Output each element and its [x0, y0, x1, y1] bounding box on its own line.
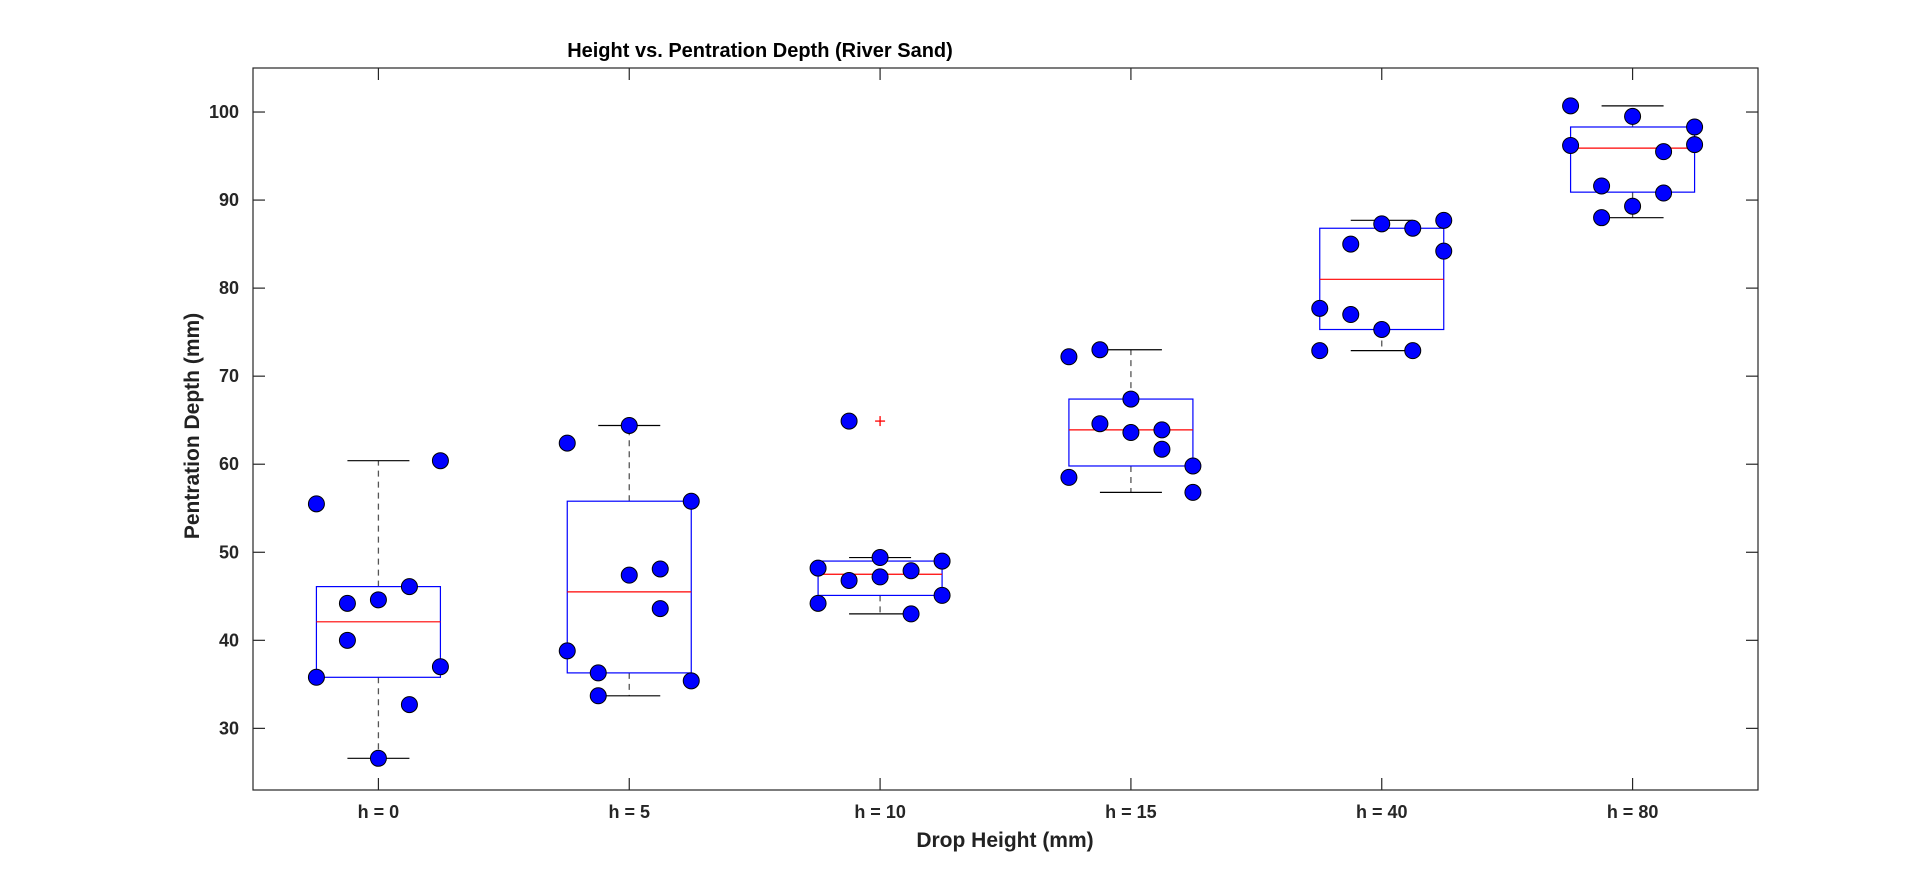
data-point [840, 571, 858, 589]
data-point [871, 568, 889, 586]
y-axis-label: Pentration Depth (mm) [181, 313, 204, 539]
x-tick-label: h = 0 [358, 802, 400, 822]
y-tick-label: 30 [219, 718, 239, 738]
data-point [431, 452, 449, 470]
y-tick-label: 80 [219, 278, 239, 298]
y-tick-label: 40 [219, 630, 239, 650]
plot-area [307, 97, 1704, 767]
data-point [809, 559, 827, 577]
data-point [933, 586, 951, 604]
x-tick-label: h = 5 [608, 802, 650, 822]
y-tick-label: 100 [209, 102, 239, 122]
box-group-2 [566, 424, 692, 697]
data-point [651, 560, 669, 578]
x-axis-label: Drop Height (mm) [916, 829, 1093, 852]
y-tick-label: 70 [219, 366, 239, 386]
data-point [1153, 440, 1171, 458]
data-point [809, 594, 827, 612]
data-point [933, 552, 951, 570]
data-point [620, 566, 638, 584]
data-point [1184, 457, 1202, 475]
data-point [682, 492, 700, 510]
data-point [1342, 235, 1360, 253]
data-point [400, 578, 418, 596]
iqr-box [566, 500, 692, 674]
plot-frame [252, 67, 1759, 791]
data-point [1593, 177, 1611, 195]
data-point [369, 591, 387, 609]
data-point [902, 562, 920, 580]
data-point [1122, 390, 1140, 408]
data-point [1562, 97, 1580, 115]
data-point [369, 749, 387, 767]
data-point [1435, 211, 1453, 229]
data-point [1060, 468, 1078, 486]
x-tick-label: h = 40 [1356, 802, 1408, 822]
axes: 30 40 50 60 70 80 90 100 h = 0 h = 5 h = 10 h = 15 h… [209, 67, 1759, 822]
data-point [307, 495, 325, 513]
data-point [902, 605, 920, 623]
data-point [620, 416, 638, 434]
data-point [589, 664, 607, 682]
data-point [307, 668, 325, 686]
data-point [682, 672, 700, 690]
data-point [1373, 215, 1391, 233]
data-point [558, 642, 576, 660]
data-point [1655, 184, 1673, 202]
x-tick-label: h = 10 [854, 802, 906, 822]
chart-title: Height vs. Pentration Depth (River Sand) [567, 40, 953, 62]
data-point [1184, 483, 1202, 501]
data-point [589, 687, 607, 705]
data-point [1686, 136, 1704, 154]
data-point [1686, 118, 1704, 136]
data-point [1153, 421, 1171, 439]
data-point [1624, 197, 1642, 215]
data-point [651, 600, 669, 618]
y-tick-label: 50 [219, 542, 239, 562]
outlier-marker [875, 416, 886, 427]
data-point [431, 658, 449, 676]
data-point [1593, 209, 1611, 227]
data-point [338, 631, 356, 649]
iqr-box [1569, 126, 1696, 193]
data-point [1624, 107, 1642, 125]
data-point [1311, 299, 1329, 317]
x-tick-label: h = 15 [1105, 802, 1157, 822]
data-point [1435, 242, 1453, 260]
data-point [1562, 136, 1580, 154]
box-group-1 [315, 460, 442, 759]
data-point [1655, 143, 1673, 161]
x-tick-label: h = 80 [1607, 802, 1659, 822]
data-point [1404, 219, 1422, 237]
data-point [1373, 321, 1391, 339]
iqr-box [315, 586, 442, 678]
data-point [1122, 424, 1140, 442]
data-point [1060, 348, 1078, 366]
data-point [558, 434, 576, 452]
data-point [1342, 306, 1360, 324]
data-point [338, 594, 356, 612]
data-point [840, 412, 858, 430]
y-tick-label: 90 [219, 190, 239, 210]
data-point [1404, 342, 1422, 360]
y-tick-label: 60 [219, 454, 239, 474]
data-point [1091, 415, 1109, 433]
data-point [871, 549, 889, 567]
data-point [400, 696, 418, 714]
data-point [1311, 342, 1329, 360]
data-point [1091, 341, 1109, 359]
